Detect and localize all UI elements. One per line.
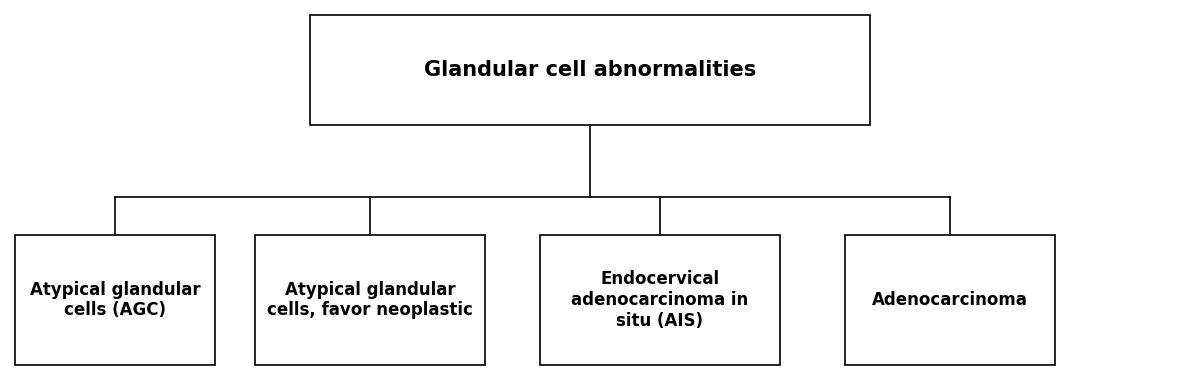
FancyBboxPatch shape [14, 235, 215, 365]
FancyBboxPatch shape [540, 235, 780, 365]
Text: Endocervical
adenocarcinoma in
situ (AIS): Endocervical adenocarcinoma in situ (AIS… [571, 270, 749, 330]
FancyBboxPatch shape [845, 235, 1055, 365]
Text: Atypical glandular
cells (AGC): Atypical glandular cells (AGC) [30, 280, 200, 319]
FancyBboxPatch shape [310, 15, 870, 125]
Text: Glandular cell abnormalities: Glandular cell abnormalities [424, 60, 756, 80]
Text: Adenocarcinoma: Adenocarcinoma [872, 291, 1028, 309]
FancyBboxPatch shape [256, 235, 485, 365]
Text: Atypical glandular
cells, favor neoplastic: Atypical glandular cells, favor neoplast… [268, 280, 473, 319]
